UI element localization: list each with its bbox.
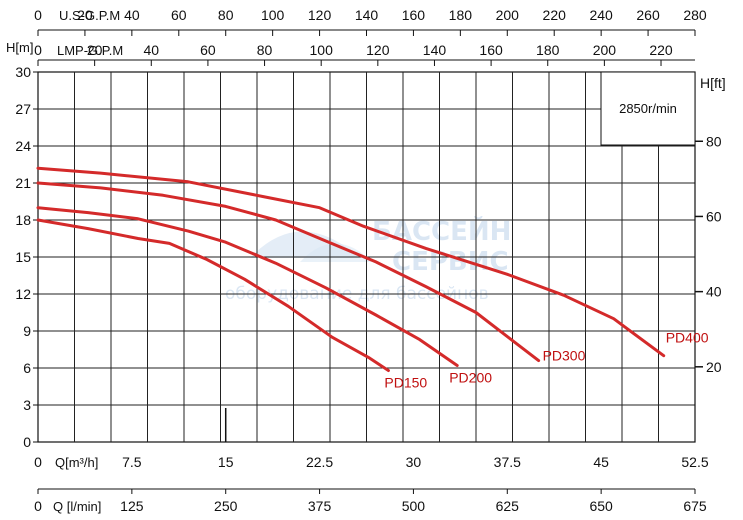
usgpm-tick-label: 100 (261, 7, 285, 23)
y-left-tick-label: 15 (15, 249, 31, 265)
usgpm-tick-label: 80 (218, 7, 234, 23)
x-lmin-tick-label: 650 (589, 498, 613, 514)
x-m3h-tick-label: 15 (218, 454, 234, 470)
y-left-tick-label: 0 (23, 434, 31, 450)
usgpm-axis-label: U.S-G.P.M (59, 8, 120, 23)
lmpgpm-axis: 0 20 40 60 80 100 120 140 160 180 200 220 (34, 42, 673, 66)
lmpgpm-tick-label: 180 (536, 42, 560, 58)
usgpm-tick-label: 240 (589, 7, 613, 23)
usgpm-tick-label: 40 (124, 7, 140, 23)
usgpm-tick-label: 140 (355, 7, 379, 23)
y-left-tick-label: 27 (15, 101, 31, 117)
x-lmin-tick-label: 500 (402, 498, 426, 514)
lmpgpm-tick-label: 160 (479, 42, 503, 58)
usgpm-axis: 0 20 40 60 80 100 120 140 160 180 200 220 240 260 280 (34, 7, 707, 36)
lmpgpm-tick-label: 0 (34, 42, 42, 58)
usgpm-tick-label: 60 (171, 7, 187, 23)
x-lmin-tick-label: 675 (683, 498, 707, 514)
lmpgpm-tick-label: 220 (649, 42, 673, 58)
curve-pd150 (36, 218, 390, 372)
speed-note-box (600, 71, 696, 146)
usgpm-tick-label: 220 (543, 7, 567, 23)
x-lmin-tick-label: 250 (214, 498, 238, 514)
y-left-tick-label: 24 (15, 138, 31, 154)
curve-pd400 (36, 166, 666, 358)
y-left-tick-label: 12 (15, 286, 31, 302)
usgpm-tick-label: 280 (683, 7, 707, 23)
x-m3h-tick-label: 52.5 (681, 454, 708, 470)
y-left-tick-label: 9 (23, 323, 31, 339)
usgpm-tick-label: 200 (496, 7, 520, 23)
y-left-tick-label: 30 (15, 64, 31, 80)
usgpm-tick-label: 0 (34, 7, 42, 23)
y-right-tick-label: 40 (706, 284, 722, 300)
lmpgpm-tick-label: 100 (310, 42, 334, 58)
y-right-tick-label: 20 (706, 359, 722, 375)
performance-curves: PD150 PD200 PD300 PD400 (36, 166, 709, 390)
y-left-tick-label: 3 (23, 397, 31, 413)
x-m3h-tick-label: 22.5 (306, 454, 333, 470)
y-right-axis: 20 40 60 80 (695, 133, 722, 375)
y-right-tick-label: 60 (706, 208, 722, 224)
y-right-axis-label: H[ft] (700, 75, 726, 91)
y-left-tick-label: 6 (23, 360, 31, 376)
x-m3h-tick-label: 0 (34, 454, 42, 470)
lmpgpm-tick-label: 40 (143, 42, 159, 58)
y-left-axis-label: H[m] (6, 40, 33, 55)
y-left-axis: 0 3 6 9 12 15 18 21 24 27 30 (15, 64, 38, 450)
usgpm-tick-label: 20 (77, 7, 93, 23)
x-lmin-tick-label: 375 (308, 498, 332, 514)
x-m3h-tick-label: 30 (406, 454, 422, 470)
x-m3h-tick-label: 45 (593, 454, 609, 470)
usgpm-tick-label: 120 (308, 7, 332, 23)
usgpm-tick-label: 180 (449, 7, 473, 23)
lmpgpm-tick-label: 120 (366, 42, 390, 58)
x-m3h-tick-label: 7.5 (122, 454, 142, 470)
watermark-line2: СЕРВИС (392, 247, 509, 277)
curve-label-pd150: PD150 (384, 374, 427, 390)
lmpgpm-axis-label: LMP-G.P.M (57, 43, 123, 58)
lmpgpm-tick-label: 20 (87, 42, 103, 58)
curve-label-pd400: PD400 (666, 330, 709, 346)
x-lmin-tick-label: 125 (120, 498, 144, 514)
x-m3h-tick-label: 37.5 (494, 454, 521, 470)
lmpgpm-tick-label: 200 (593, 42, 617, 58)
y-right-tick-label: 80 (706, 133, 722, 149)
x-m3h-axis-label: Q[m³/h] (55, 455, 98, 470)
curve-pd300 (36, 181, 541, 363)
x-lmin-tick-label: 625 (496, 498, 520, 514)
usgpm-tick-label: 260 (636, 7, 660, 23)
x-lmin-axis-label: Q [l/min] (53, 499, 101, 514)
x-lmin-tick-label: 0 (34, 498, 42, 514)
lmpgpm-tick-label: 140 (423, 42, 447, 58)
usgpm-tick-label: 160 (402, 7, 426, 23)
x-m3h-axis: 0 7.5 15 22.5 30 37.5 45 52.5 (34, 408, 709, 470)
grid-horizontal (38, 108, 695, 406)
lmpgpm-tick-label: 60 (200, 42, 216, 58)
curve-label-pd300: PD300 (543, 348, 586, 364)
speed-note: 2850r/min (619, 101, 677, 116)
lmpgpm-tick-label: 80 (257, 42, 273, 58)
y-left-tick-label: 18 (15, 212, 31, 228)
curve-pd200 (36, 206, 459, 367)
y-left-tick-label: 21 (15, 175, 31, 191)
x-lmin-axis: 0 125 250 375 500 625 650 675 (34, 489, 707, 514)
curve-label-pd200: PD200 (449, 370, 492, 386)
